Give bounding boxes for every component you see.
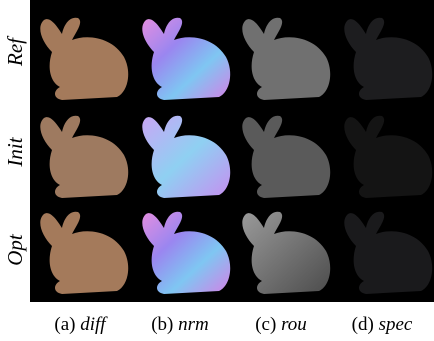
figure: Ref Init Opt (a) diff (b) nrm (c) rou (d… <box>0 0 434 341</box>
row-label: Ref <box>3 35 27 67</box>
row-label: Opt <box>3 233 27 266</box>
caption-name: diff <box>80 314 108 335</box>
row-label: Init <box>3 136 27 167</box>
caption-tag: (d) <box>352 314 374 335</box>
caption: (a) diff <box>54 314 108 335</box>
caption-name: rou <box>281 314 307 335</box>
caption-tag: (a) <box>54 314 75 335</box>
caption-name: nrm <box>178 314 209 335</box>
caption-tag: (b) <box>151 314 173 335</box>
caption-name: spec <box>379 314 413 335</box>
caption-tag: (c) <box>255 314 276 335</box>
caption: (d) spec <box>352 314 413 335</box>
caption: (c) rou <box>255 314 307 335</box>
caption: (b) nrm <box>151 314 209 335</box>
